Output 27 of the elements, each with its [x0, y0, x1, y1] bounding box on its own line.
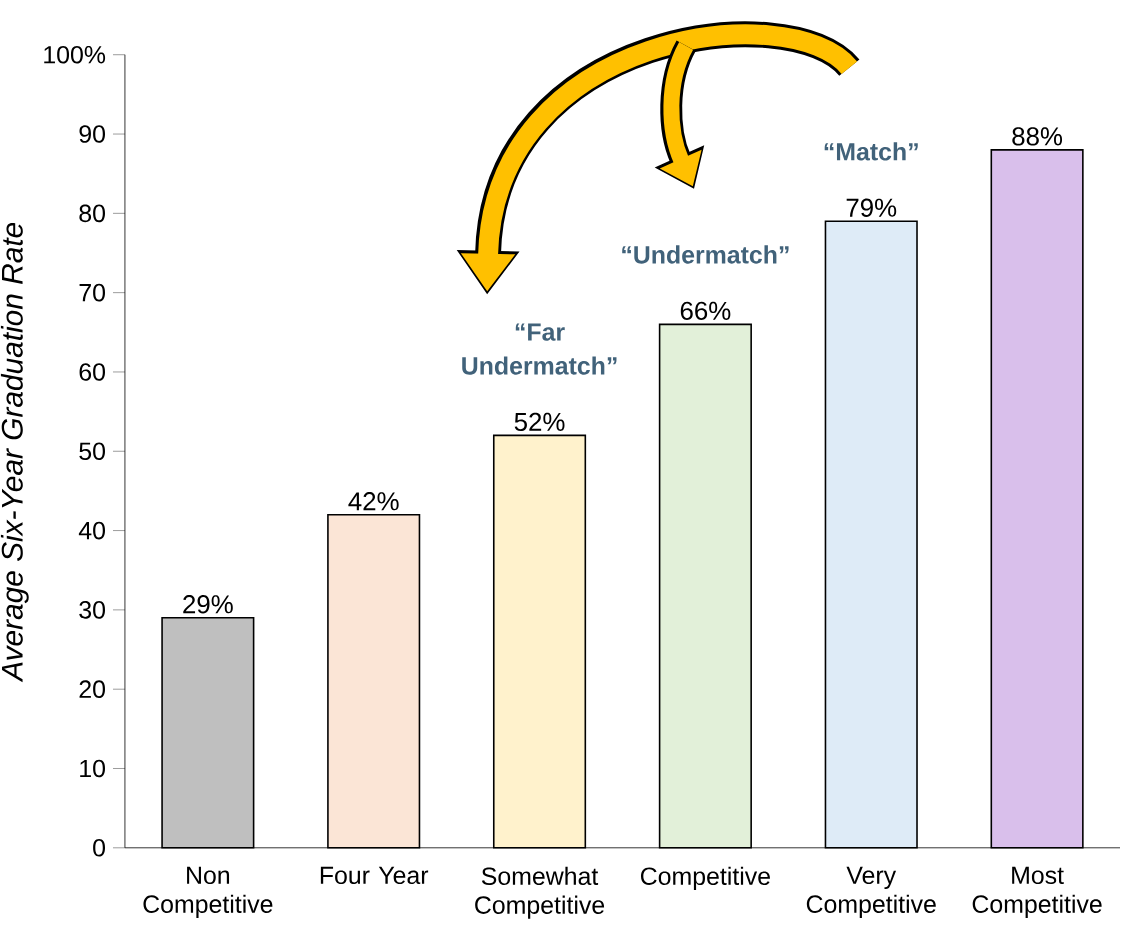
- y-tick-label: 0: [93, 838, 106, 857]
- annotation: “Undermatch”: [622, 245, 789, 264]
- annotation: “Match”: [824, 142, 918, 161]
- y-axis-title: Average Six-Year Graduation Rate: [0, 222, 29, 683]
- annotation: “Far Undermatch”: [462, 323, 617, 375]
- y-tick-label: 30: [79, 600, 106, 619]
- y-tick-label: 90: [79, 125, 106, 143]
- data-label: 79%: [846, 198, 897, 217]
- y-tick-label: 70: [79, 283, 106, 302]
- y-tick-label: 60: [79, 362, 106, 381]
- x-tick-label: Most Competitive: [972, 866, 1102, 918]
- x-tick-label: Non Competitive: [143, 866, 273, 918]
- data-label: 42%: [348, 491, 399, 511]
- data-label: 52%: [514, 412, 565, 431]
- x-tick-label: Very Competitive: [806, 866, 936, 918]
- y-tick-label: 50: [79, 442, 106, 460]
- y-tick-label: 20: [79, 680, 106, 698]
- y-tick-label: 80: [79, 204, 106, 222]
- data-label: 66%: [680, 301, 731, 320]
- data-label: 88%: [1012, 126, 1063, 146]
- y-tick-label: 40: [78, 521, 106, 540]
- x-tick-label: Four Year: [320, 866, 429, 884]
- y-tick-label: 100%: [44, 45, 106, 64]
- x-tick-label: Competitive: [640, 866, 770, 890]
- data-label: 29%: [183, 594, 233, 614]
- y-tick-label: 10: [80, 759, 106, 778]
- x-tick-label: Somewhat Competitive: [475, 866, 605, 919]
